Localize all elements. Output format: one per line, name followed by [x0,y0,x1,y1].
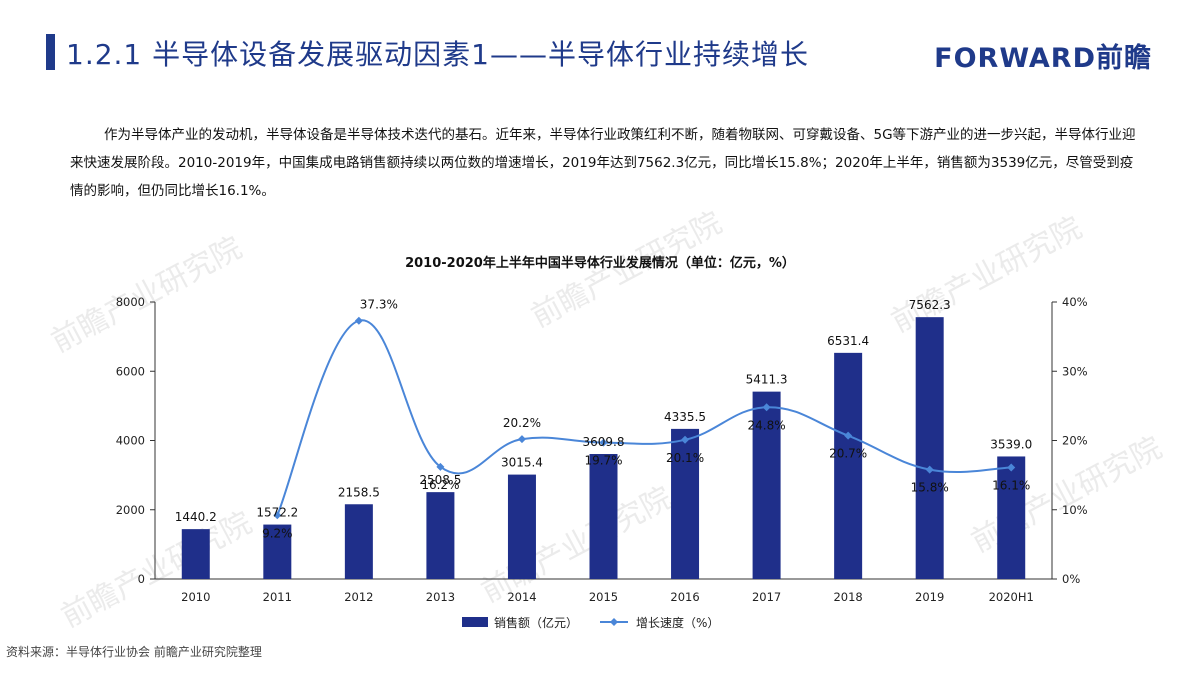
line-value-label: 24.8% [748,418,786,432]
growth-point [354,316,363,325]
growth-point [517,435,526,444]
right-axis-tick-label: 0% [1062,572,1080,586]
growth-point [1007,463,1016,472]
bar [752,391,781,579]
bar [507,474,536,579]
bar [997,456,1026,579]
bar [834,352,863,579]
right-axis-tick-label: 30% [1062,364,1088,378]
growth-point [925,465,934,474]
x-axis-tick-label: 2011 [263,590,292,604]
left-axis-tick-label: 0 [138,572,145,586]
bar-value-label: 3609.8 [583,435,625,449]
x-axis-tick-label: 2019 [915,590,944,604]
bar-value-label: 2158.5 [338,485,380,499]
bar-value-label: 1572.2 [256,506,298,520]
bar-value-label: 1440.2 [175,510,217,524]
line-value-label: 19.7% [584,454,622,468]
bar-value-label: 3015.4 [501,456,543,470]
growth-point [762,403,771,412]
left-axis-tick-label: 4000 [116,434,145,448]
x-axis-tick-label: 2016 [670,590,699,604]
growth-point [273,511,282,520]
legend-label: 增长速度（%） [636,615,719,630]
right-axis-tick-label: 40% [1062,295,1088,309]
page-title: 1.2.1 半导体设备发展驱动因素1——半导体行业持续增长 [66,38,809,71]
x-axis-tick-label: 2015 [589,590,618,604]
left-axis-tick-label: 8000 [116,295,145,309]
line-value-label: 20.1% [666,451,704,465]
bar [426,492,455,579]
growth-point [681,435,690,444]
x-axis-tick-label: 2012 [344,590,373,604]
growth-point [599,438,608,447]
line-value-label: 9.2% [262,526,293,540]
bar-value-label: 3539.0 [990,437,1032,451]
x-axis-tick-label: 2018 [833,590,862,604]
right-axis-tick-label: 10% [1062,503,1088,517]
bar-value-label: 7562.3 [909,298,951,312]
x-axis-tick-label: 2017 [752,590,781,604]
bar [589,454,618,579]
chart-title: 2010-2020年上半年中国半导体行业发展情况（单位：亿元，%） [405,256,795,271]
bar [671,428,700,579]
bar [263,524,292,579]
right-axis-tick-label: 20% [1062,434,1088,448]
growth-point [436,462,445,471]
legend-swatch-bar [462,617,488,627]
line-value-label: 16.2% [421,478,459,492]
bar [344,504,373,579]
line-value-label: 20.7% [829,447,867,461]
x-axis-tick-label: 2013 [426,590,455,604]
growth-line [276,319,1012,516]
bar [181,529,210,579]
bar-value-label: 4335.5 [664,410,706,424]
line-value-label: 16.1% [992,479,1030,493]
source-note: 资料来源：半导体行业协会 前瞻产业研究院整理 [6,645,262,659]
line-value-label: 20.2% [503,416,541,430]
legend-label: 销售额（亿元） [494,615,578,630]
line-value-label: 37.3% [360,298,398,312]
growth-point [844,431,853,440]
bar-value-label: 5411.3 [746,373,788,387]
left-axis-tick-label: 6000 [116,364,145,378]
bar-value-label: 6531.4 [827,334,869,348]
bar-value-label: 2508.5 [419,473,461,487]
title-accent-bar [46,34,55,70]
legend-swatch-marker [610,618,618,626]
intro-paragraph: 作为半导体产业的发动机，半导体设备是半导体技术迭代的基石。近年来，半导体行业政策… [70,127,1136,199]
x-axis-tick-label: 2020H1 [989,590,1034,604]
x-axis-tick-label: 2014 [507,590,536,604]
bar [915,317,944,579]
left-axis-tick-label: 2000 [116,503,145,517]
brand-logo: FORWARD前瞻 [934,43,1152,74]
x-axis-tick-label: 2010 [181,590,210,604]
line-value-label: 15.8% [911,481,949,495]
